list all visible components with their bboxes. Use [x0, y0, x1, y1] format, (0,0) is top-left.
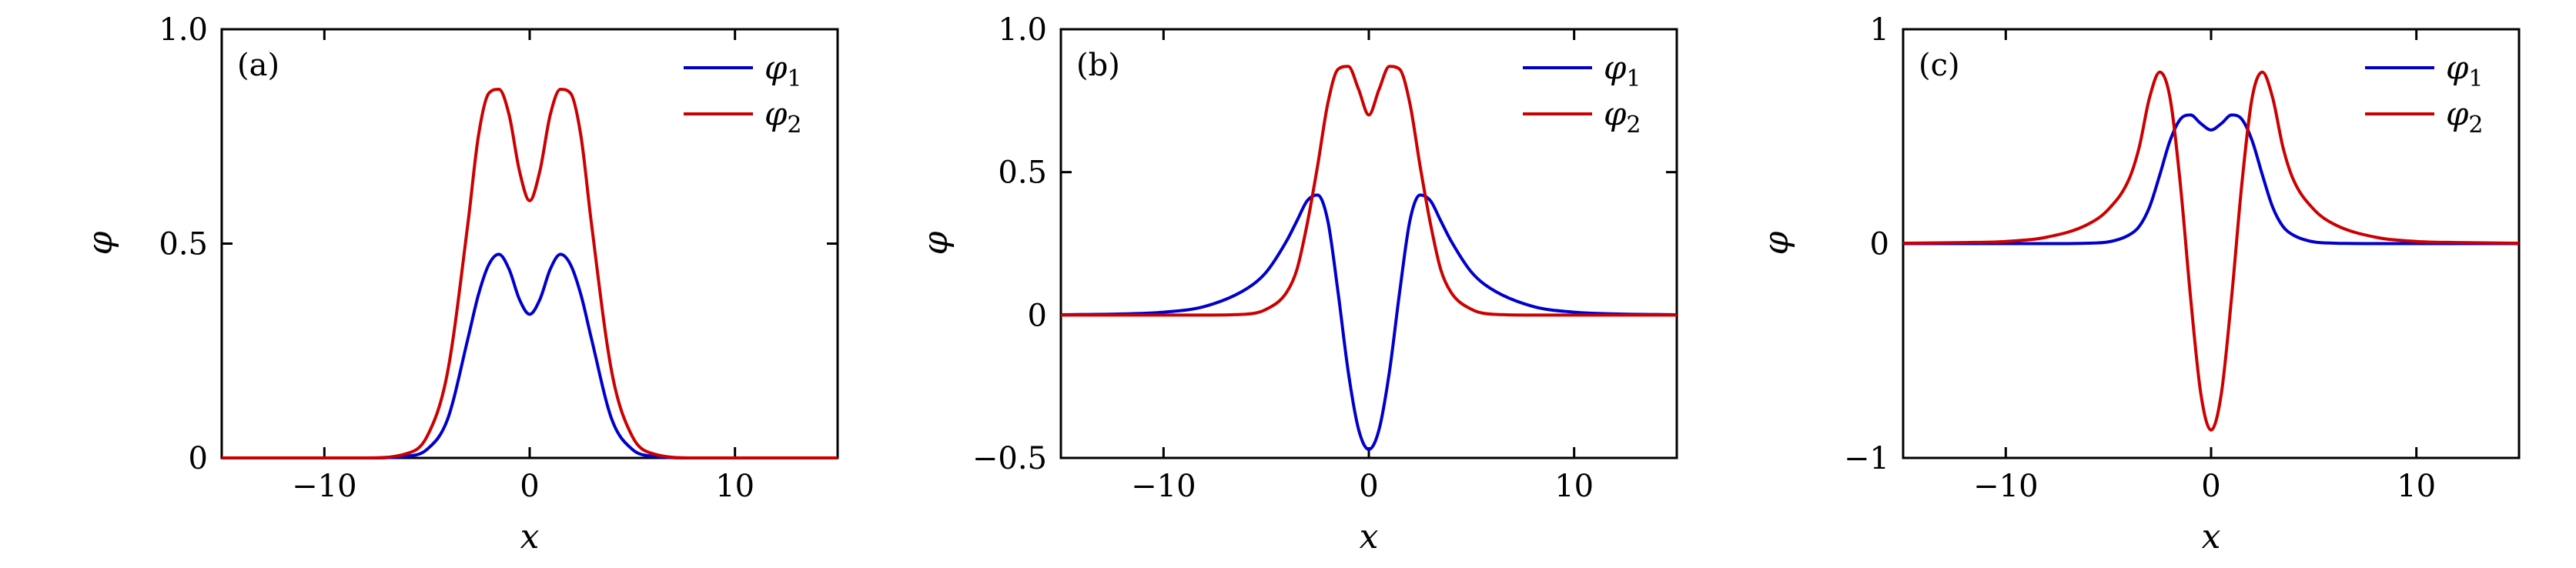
x-tick-label: −10	[1973, 469, 2038, 504]
series-layer	[1902, 70, 2520, 432]
x-tick-label: 10	[2397, 469, 2436, 504]
legend-label-phi2: φ2	[1604, 95, 1641, 139]
legend-item-phi2: φ2	[2365, 95, 2484, 139]
series-layer	[222, 87, 838, 459]
plot-frame	[220, 28, 839, 459]
x-tick-label: −10	[292, 469, 356, 504]
y-tick-label: 1.0	[998, 12, 1047, 48]
legend-item-phi2: φ2	[1523, 95, 1641, 139]
y-tick-label: −1	[1844, 441, 1889, 476]
legend-item-phi1: φ1	[684, 48, 802, 92]
series-line-phi2	[1060, 65, 1677, 317]
ticks: −10 0 10−101	[1844, 12, 2519, 504]
x-axis-label: x	[520, 517, 540, 556]
y-axis-label: φ	[1757, 231, 1796, 255]
series-line-phi1	[222, 252, 838, 459]
plot-frame	[1059, 28, 1678, 459]
legend-item-phi1: φ1	[2365, 48, 2484, 92]
y-tick-label: −0.5	[972, 441, 1047, 476]
series-line-phi1	[1903, 113, 2519, 246]
series-line-phi2	[222, 87, 838, 459]
legend-label-phi1: φ1	[764, 48, 802, 92]
x-tick-label: 0	[1359, 469, 1378, 504]
chart-panel-a: −10 0 10 0 0.5 1.0 (a) x φ φ1 φ2	[81, 12, 839, 556]
x-tick-label: 10	[715, 469, 754, 504]
y-tick-label: 0.5	[159, 227, 208, 262]
chart-panel-c: −10 0 10−101 (c) x φ φ1 φ2	[1757, 12, 2521, 556]
legend: φ1 φ2	[684, 48, 802, 139]
legend-label-phi1: φ1	[2446, 48, 2484, 92]
x-tick-label: 0	[520, 469, 539, 504]
legend-item-phi2: φ2	[684, 95, 802, 139]
chart-panel-b: −10 0 10 −0.5 0 0.5 1.0 (b) x φ φ1 φ2	[916, 12, 1678, 556]
y-tick-label: 0	[1028, 298, 1047, 333]
legend-item-phi1: φ1	[1523, 48, 1641, 92]
y-tick-label: 0	[1870, 227, 1889, 262]
legend-label-phi1: φ1	[1604, 48, 1641, 92]
legend: φ1 φ2	[2365, 48, 2484, 139]
series-line-phi2	[1902, 70, 2520, 432]
ticks: −10 0 10 0 0.5 1.0	[159, 12, 838, 504]
panel-label: (b)	[1076, 48, 1120, 83]
series-line-phi1	[1060, 193, 1678, 451]
panel-label: (a)	[237, 48, 279, 83]
ticks: −10 0 10 −0.5 0 0.5 1.0	[972, 12, 1677, 504]
series-layer	[1060, 65, 1678, 451]
x-axis-label: x	[1360, 517, 1379, 556]
x-tick-label: 10	[1554, 469, 1594, 504]
x-axis-label: x	[2202, 517, 2221, 556]
y-tick-label: 0.5	[998, 155, 1047, 191]
legend: φ1 φ2	[1523, 48, 1641, 139]
x-tick-label: 0	[2201, 469, 2220, 504]
y-axis-label: φ	[81, 231, 120, 255]
y-tick-label: 0	[189, 441, 208, 476]
legend-label-phi2: φ2	[2446, 95, 2484, 139]
y-tick-label: 1	[1870, 12, 1889, 48]
y-axis-label: φ	[916, 231, 955, 255]
y-tick-label: 1.0	[159, 12, 208, 48]
x-tick-label: −10	[1131, 469, 1196, 504]
panel-label: (c)	[1919, 48, 1960, 83]
legend-label-phi2: φ2	[764, 95, 802, 139]
